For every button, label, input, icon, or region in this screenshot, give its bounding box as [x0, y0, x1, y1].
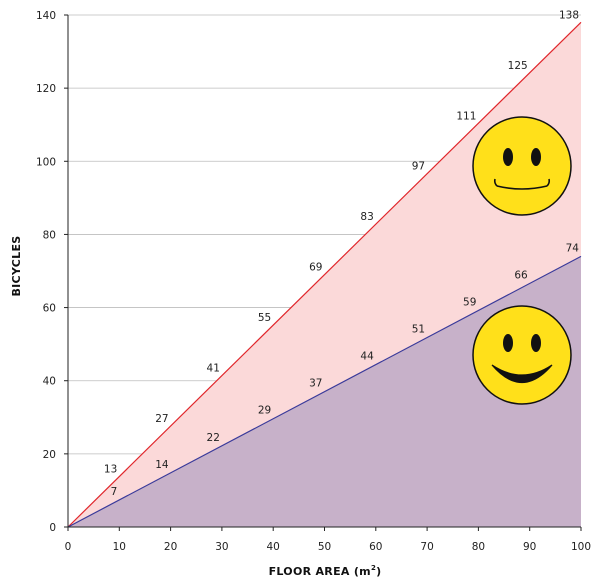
y-axis-title: BICYCLES: [10, 235, 23, 296]
x-tick-label: 70: [420, 541, 433, 553]
data-label: 83: [360, 211, 373, 223]
data-label: 7: [111, 486, 118, 498]
data-label: 44: [360, 351, 374, 363]
y-tick-label: 140: [36, 10, 56, 22]
y-tick-label: 40: [43, 376, 56, 388]
data-label: 97: [412, 161, 425, 173]
y-tick-label: 20: [43, 449, 56, 461]
lower-series-labels: 7 14 22 29 37 44 51 59 66 74: [111, 242, 580, 498]
lower-series-line: [67, 255, 582, 528]
neutral-smiley-icon: [472, 116, 572, 216]
upper-series-line: [67, 21, 582, 528]
data-label: 13: [104, 464, 117, 476]
x-tick-label: 100: [571, 541, 591, 553]
data-label: 74: [566, 242, 580, 254]
x-tick-label: 20: [164, 541, 177, 553]
x-tick-label: 50: [318, 541, 331, 553]
y-tick-label: 120: [36, 83, 56, 95]
data-label: 125: [508, 60, 528, 72]
data-label: 51: [412, 324, 425, 336]
x-tick-label: 80: [472, 541, 485, 553]
data-label: 59: [463, 296, 476, 308]
x-tick-label: 30: [215, 541, 228, 553]
happy-smiley-icon: [472, 305, 572, 405]
x-axis-ticks: 0 10 20 30 40 50 60 70 80 90 100: [65, 527, 591, 553]
y-axis-ticks: 0 20 40 60 80 100 120 140: [36, 10, 68, 534]
x-axis-title: FLOOR AREA (m2): [269, 564, 382, 578]
data-label: 22: [207, 432, 220, 444]
data-label: 29: [258, 405, 271, 417]
data-label: 55: [258, 312, 271, 324]
x-tick-label: 90: [523, 541, 536, 553]
data-label: 27: [155, 413, 168, 425]
y-tick-label: 100: [36, 156, 56, 168]
data-label: 69: [309, 262, 322, 274]
y-tick-label: 0: [49, 522, 56, 534]
y-tick-label: 80: [43, 229, 56, 241]
data-label: 66: [514, 269, 528, 281]
data-label: 111: [456, 110, 476, 122]
x-tick-label: 40: [267, 541, 280, 553]
x-tick-label: 60: [369, 541, 382, 553]
data-label: 14: [155, 459, 169, 471]
x-tick-label: 0: [65, 541, 72, 553]
x-tick-label: 10: [113, 541, 126, 553]
data-label: 41: [207, 363, 220, 375]
upper-series-labels: 13 27 41 55 69 83 97 111 125 138: [104, 9, 579, 475]
data-label: 37: [309, 378, 322, 390]
y-tick-label: 60: [43, 303, 56, 315]
data-label: 138: [559, 9, 579, 21]
